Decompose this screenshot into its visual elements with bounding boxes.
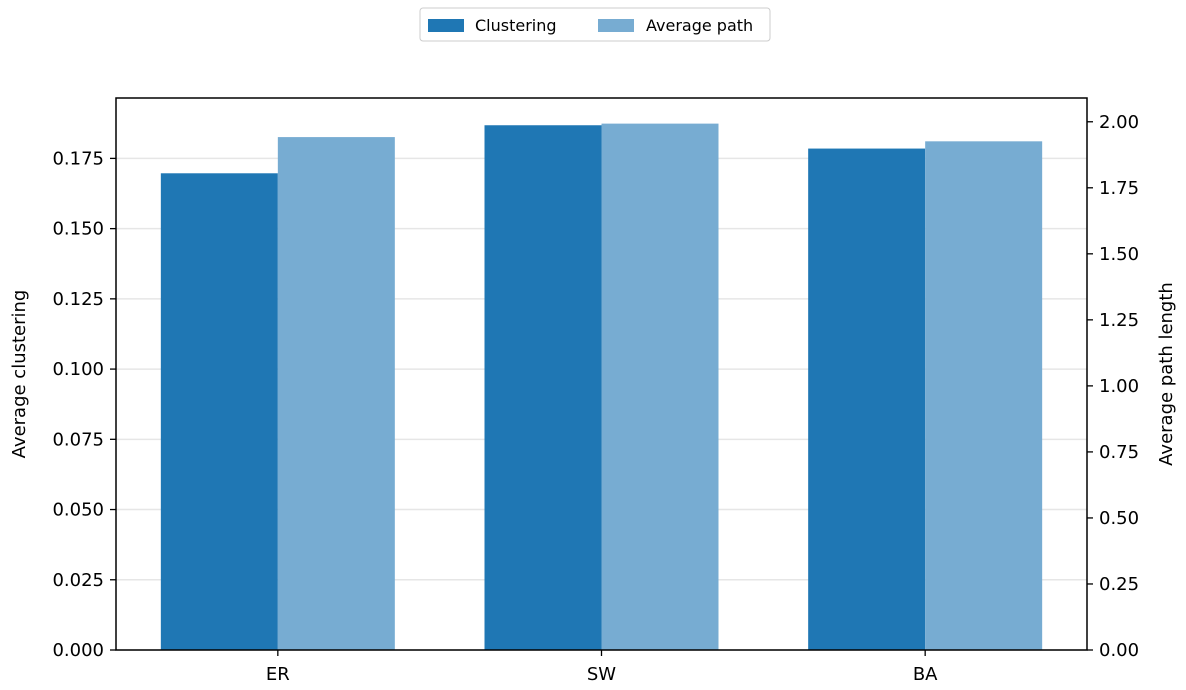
right-tick-label: 0.50 bbox=[1099, 508, 1139, 529]
right-tick-label: 1.00 bbox=[1099, 376, 1139, 397]
left-tick-label: 0.050 bbox=[52, 500, 104, 521]
right-tick-label: 1.25 bbox=[1099, 310, 1139, 331]
bar-clustering-er bbox=[160, 173, 278, 650]
right-tick-label: 2.00 bbox=[1099, 112, 1139, 133]
legend-frame bbox=[419, 7, 771, 42]
left-tick-label: 0.000 bbox=[52, 640, 104, 661]
right-tick-label: 0.25 bbox=[1099, 574, 1139, 595]
bar-average-path-ba bbox=[925, 141, 1043, 651]
legend-label-clustering: Clustering bbox=[475, 16, 557, 35]
left-tick-label: 0.075 bbox=[52, 429, 104, 450]
x-tick-label: ER bbox=[266, 664, 290, 685]
bar-average-path-sw bbox=[601, 123, 719, 650]
right-axis-title: Average path length bbox=[1156, 282, 1177, 466]
bars bbox=[160, 123, 1043, 651]
x-tick-label: SW bbox=[587, 664, 616, 685]
right-tick-label: 0.00 bbox=[1099, 640, 1139, 661]
left-tick-label: 0.100 bbox=[52, 359, 104, 380]
left-tick-label: 0.175 bbox=[52, 148, 104, 169]
legend-swatch-clustering bbox=[428, 19, 464, 32]
x-axis-ticks: ER SW BA bbox=[266, 650, 938, 685]
left-axis-title: Average clustering bbox=[9, 290, 30, 459]
bar-clustering-ba bbox=[808, 148, 926, 650]
legend-swatch-average-path bbox=[598, 19, 634, 32]
left-tick-label: 0.025 bbox=[52, 570, 104, 591]
x-tick-label: BA bbox=[913, 664, 938, 685]
legend: Clustering Average path bbox=[419, 7, 771, 42]
left-axis-ticks: 0.000 0.025 0.050 0.075 0.100 0.125 0.150 0.175 bbox=[52, 148, 116, 661]
right-tick-label: 1.75 bbox=[1099, 178, 1139, 199]
bar-average-path-er bbox=[277, 137, 395, 650]
bar-clustering-sw bbox=[484, 125, 602, 651]
right-axis-ticks: 0.00 0.25 0.50 0.75 1.00 1.25 1.50 1.75 2.00 bbox=[1087, 112, 1139, 661]
right-tick-label: 0.75 bbox=[1099, 442, 1139, 463]
right-tick-label: 1.50 bbox=[1099, 244, 1139, 265]
legend-label-average-path: Average path bbox=[646, 16, 753, 35]
left-tick-label: 0.125 bbox=[52, 289, 104, 310]
left-tick-label: 0.150 bbox=[52, 219, 104, 240]
